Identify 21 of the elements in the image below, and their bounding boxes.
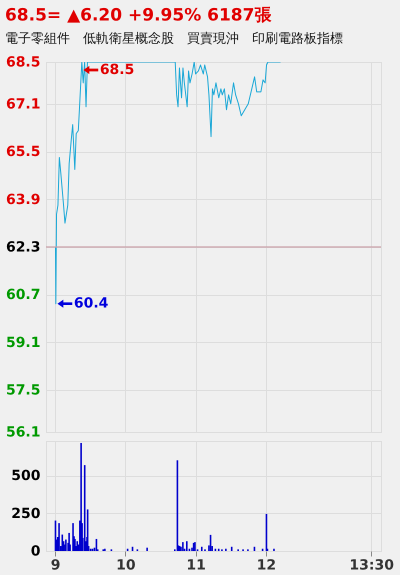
y-tick-label: 68.5 [6, 54, 40, 70]
x-tick-label: 13:30 [349, 558, 394, 574]
y-tick-label: 67.1 [6, 96, 40, 112]
y-tick-label: 63.9 [6, 192, 40, 208]
y-tick-label: 56.1 [6, 424, 40, 440]
y-tick-label: 0 [30, 544, 41, 560]
chart-title: 68.5= ▲6.20 +9.95% 6187張 [4, 6, 272, 26]
x-tick-label: 11 [186, 558, 206, 574]
x-tick-label: 10 [116, 558, 136, 574]
y-tick-label: 62.3 [6, 240, 40, 256]
chart-subtitle: 電子零組件 低軌衛星概念股 買賣現沖 印刷電路板指標 [4, 32, 343, 46]
x-tick-label: 9 [50, 558, 61, 574]
y-tick-label: 60.7 [6, 287, 40, 304]
annotation: 60.4 [74, 296, 109, 312]
x-tick-label: 12 [256, 558, 276, 574]
y-tick-label: 65.5 [6, 144, 40, 160]
annotation: 68.5 [100, 62, 134, 78]
y-tick-label: 57.5 [6, 382, 40, 399]
y-tick-label: 250 [11, 506, 41, 522]
y-tick-label: 59.1 [6, 334, 40, 351]
y-tick-label: 500 [11, 468, 41, 484]
